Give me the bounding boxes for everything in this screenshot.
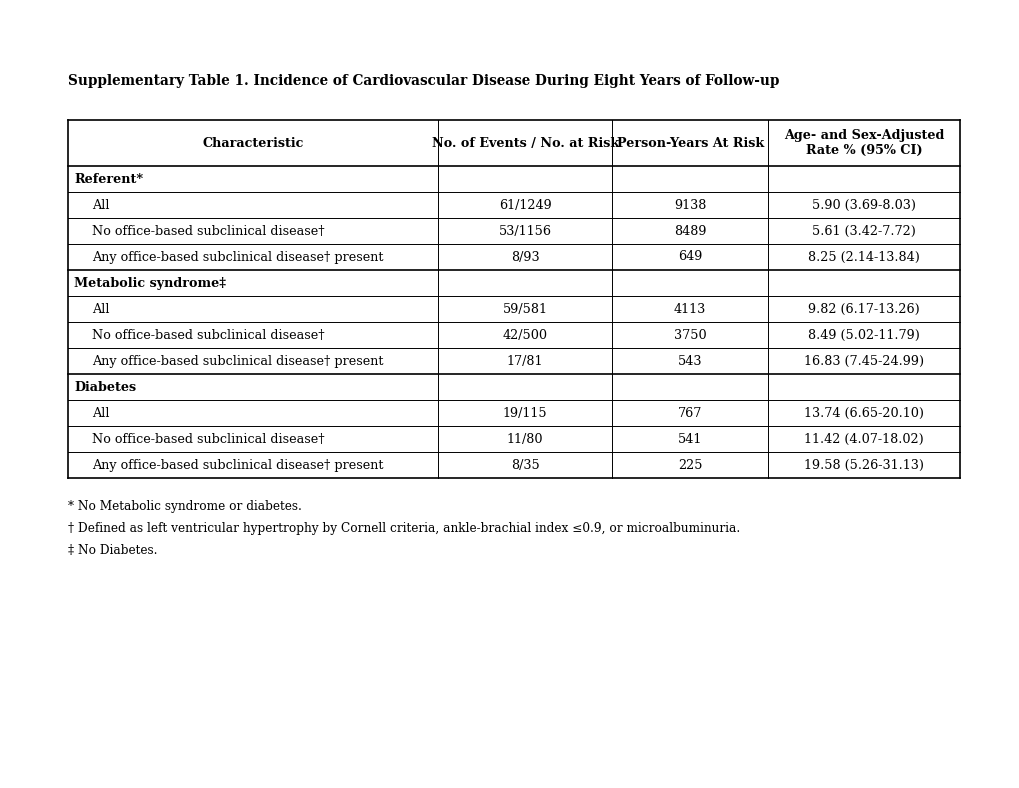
Text: 8/93: 8/93 [511, 251, 539, 263]
Text: 17/81: 17/81 [506, 355, 543, 367]
Text: 649: 649 [678, 251, 702, 263]
Text: 42/500: 42/500 [502, 329, 547, 341]
Text: Any office-based subclinical disease† present: Any office-based subclinical disease† pr… [92, 251, 383, 263]
Text: Diabetes: Diabetes [74, 381, 136, 393]
Text: Characteristic: Characteristic [202, 136, 304, 150]
Text: All: All [92, 303, 109, 315]
Text: 16.83 (7.45-24.99): 16.83 (7.45-24.99) [803, 355, 923, 367]
Text: All: All [92, 199, 109, 211]
Text: 61/1249: 61/1249 [498, 199, 551, 211]
Text: Any office-based subclinical disease† present: Any office-based subclinical disease† pr… [92, 355, 383, 367]
Text: All: All [92, 407, 109, 419]
Text: 5.61 (3.42-7.72): 5.61 (3.42-7.72) [811, 225, 915, 237]
Text: Person-Years At Risk: Person-Years At Risk [615, 136, 763, 150]
Text: 8/35: 8/35 [511, 459, 539, 471]
Text: 5.90 (3.69-8.03): 5.90 (3.69-8.03) [811, 199, 915, 211]
Text: * No Metabolic syndrome or diabetes.: * No Metabolic syndrome or diabetes. [68, 500, 302, 513]
Text: † Defined as left ventricular hypertrophy by Cornell criteria, ankle-brachial in: † Defined as left ventricular hypertroph… [68, 522, 740, 535]
Text: Referent*: Referent* [74, 173, 143, 185]
Text: 11.42 (4.07-18.02): 11.42 (4.07-18.02) [803, 433, 923, 445]
Text: 59/581: 59/581 [502, 303, 547, 315]
Text: 8489: 8489 [674, 225, 706, 237]
Text: 3750: 3750 [674, 329, 706, 341]
Text: 9138: 9138 [674, 199, 706, 211]
Text: ‡ No Diabetes.: ‡ No Diabetes. [68, 544, 157, 557]
Text: 767: 767 [678, 407, 702, 419]
Text: Age- and Sex-Adjusted
Rate % (95% CI): Age- and Sex-Adjusted Rate % (95% CI) [784, 129, 944, 157]
Text: 4113: 4113 [674, 303, 705, 315]
Text: No. of Events / No. at Risk: No. of Events / No. at Risk [431, 136, 619, 150]
Text: No office-based subclinical disease†: No office-based subclinical disease† [92, 433, 324, 445]
Text: 53/1156: 53/1156 [498, 225, 551, 237]
Text: Supplementary Table 1. Incidence of Cardiovascular Disease During Eight Years of: Supplementary Table 1. Incidence of Card… [68, 74, 779, 88]
Text: Any office-based subclinical disease† present: Any office-based subclinical disease† pr… [92, 459, 383, 471]
Text: 19.58 (5.26-31.13): 19.58 (5.26-31.13) [803, 459, 923, 471]
Text: 8.25 (2.14-13.84): 8.25 (2.14-13.84) [807, 251, 919, 263]
Text: 19/115: 19/115 [502, 407, 547, 419]
Text: No office-based subclinical disease†: No office-based subclinical disease† [92, 329, 324, 341]
Text: No office-based subclinical disease†: No office-based subclinical disease† [92, 225, 324, 237]
Text: 541: 541 [678, 433, 702, 445]
Text: 11/80: 11/80 [506, 433, 543, 445]
Text: 8.49 (5.02-11.79): 8.49 (5.02-11.79) [807, 329, 919, 341]
Text: 225: 225 [678, 459, 702, 471]
Text: 13.74 (6.65-20.10): 13.74 (6.65-20.10) [803, 407, 923, 419]
Text: Metabolic syndrome‡: Metabolic syndrome‡ [74, 277, 226, 289]
Text: 9.82 (6.17-13.26): 9.82 (6.17-13.26) [807, 303, 919, 315]
Text: 543: 543 [678, 355, 702, 367]
